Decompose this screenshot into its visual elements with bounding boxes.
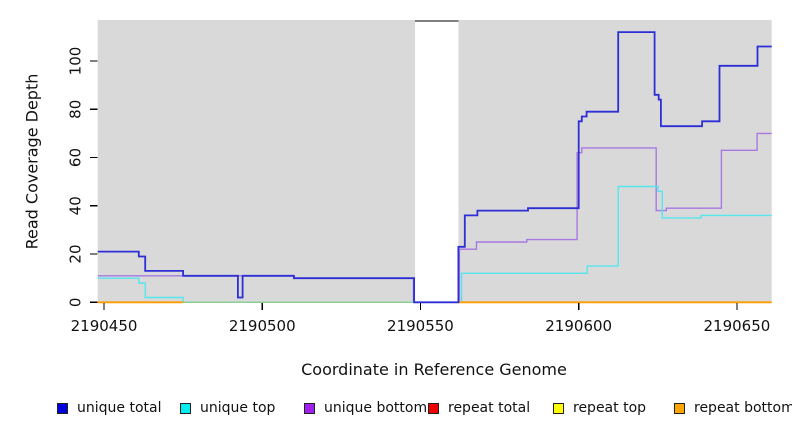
x-axis-title: Coordinate in Reference Genome <box>301 360 567 379</box>
x-axis-tick-label: 2190650 <box>703 317 770 335</box>
legend-label: unique total <box>77 400 162 416</box>
masked-region <box>415 20 459 303</box>
y-axis-tick-label: 20 <box>67 244 85 263</box>
legend-label: unique top <box>200 400 276 416</box>
x-axis-tick-label: 2190450 <box>71 317 138 335</box>
legend: unique total unique top unique bottom repea… <box>0 398 792 422</box>
y-axis-title: Read Coverage Depth <box>22 73 42 250</box>
x-axis-tick-label: 2190500 <box>229 317 296 335</box>
legend-swatch-icon <box>57 402 68 414</box>
y-axis-tick-label: 100 <box>67 47 85 76</box>
legend-label: repeat top <box>573 400 647 416</box>
legend-item-unique-bottom: unique bottom <box>304 398 427 418</box>
legend-item-repeat-total: repeat total <box>428 398 530 418</box>
series-unique-top <box>97 185 772 303</box>
legend-item-unique-top: unique top <box>180 398 275 418</box>
series-unique-total <box>97 31 772 304</box>
legend-item-unique-total: unique total <box>57 398 161 418</box>
y-axis-tick-label: 60 <box>67 148 85 167</box>
legend-item-repeat-bottom: repeat bottom <box>674 398 792 418</box>
y-axis-tick-label: 80 <box>67 100 85 119</box>
legend-swatch-icon <box>553 402 564 414</box>
legend-swatch-icon <box>304 402 315 414</box>
legend-label: unique bottom <box>324 400 428 416</box>
legend-item-repeat-top: repeat top <box>553 398 646 418</box>
legend-label: repeat total <box>448 400 531 416</box>
x-axis-tick-label: 2190550 <box>387 317 454 335</box>
legend-label: repeat bottom <box>694 400 792 416</box>
x-axis-tick-label: 2190600 <box>545 317 612 335</box>
legend-swatch-icon <box>674 402 685 414</box>
legend-swatch-icon <box>180 402 191 414</box>
legend-swatch-icon <box>428 402 439 414</box>
y-axis-tick-label: 0 <box>67 298 85 308</box>
y-axis-tick-label: 40 <box>67 196 85 215</box>
